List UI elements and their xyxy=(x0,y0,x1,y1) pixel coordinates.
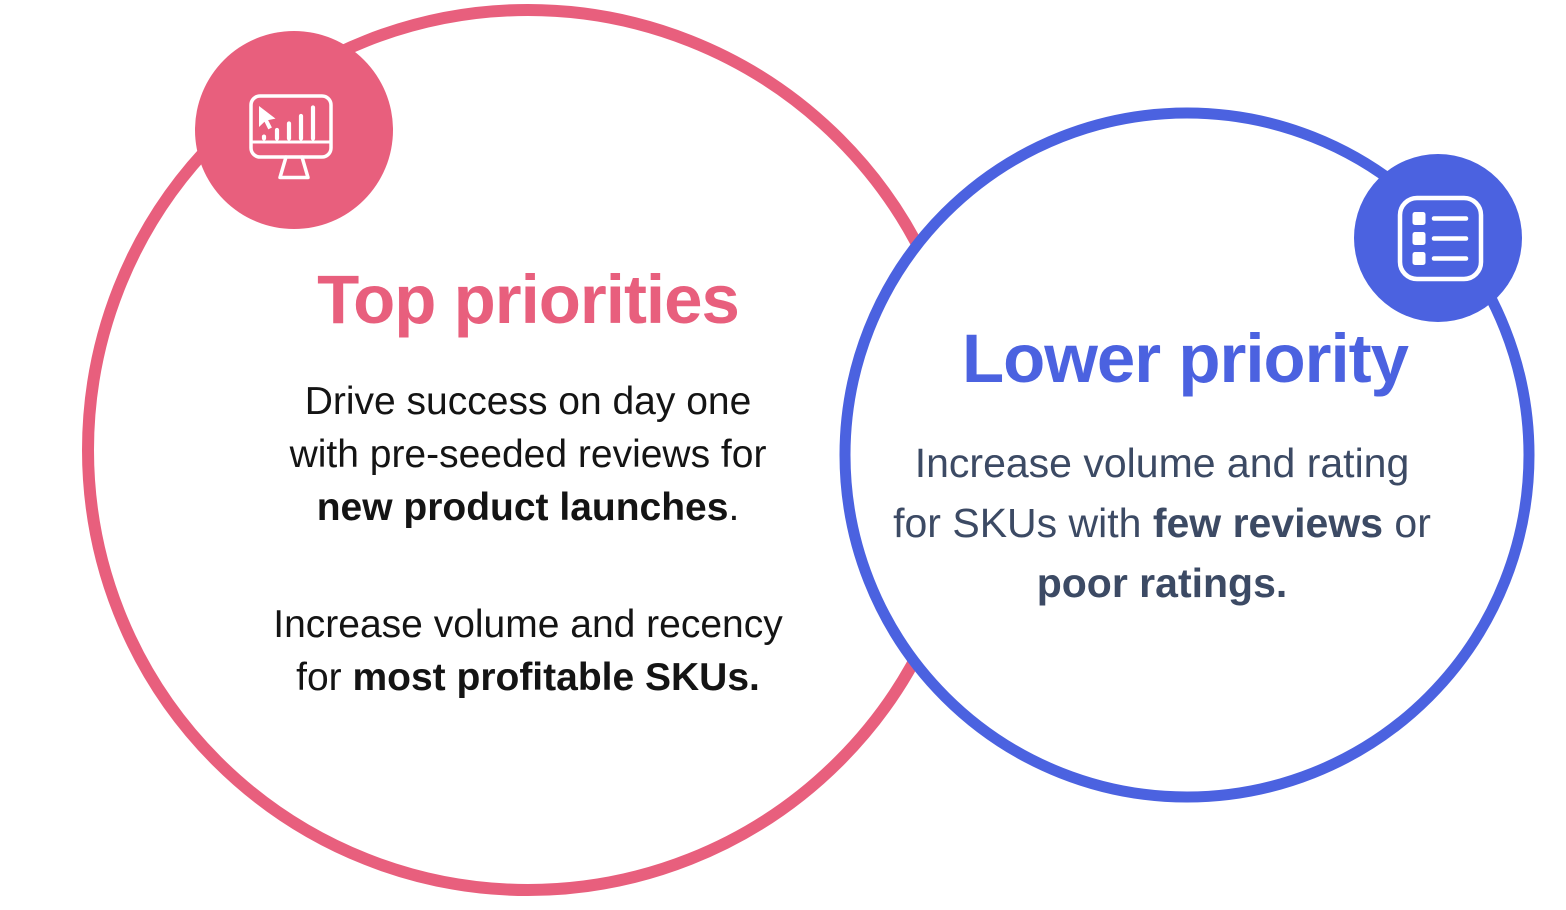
lower-priority-paragraph: Increase volume and rating for SKUs with… xyxy=(877,433,1447,613)
text-suffix: or xyxy=(1383,500,1431,546)
text-prefix: for SKUs with xyxy=(893,500,1153,546)
text-line: Increase volume and recency xyxy=(273,603,783,646)
lower-priority-title: Lower priority xyxy=(961,320,1409,397)
text-line: Increase volume and rating xyxy=(914,440,1410,486)
lower-priority-circle xyxy=(839,107,1535,803)
bold-phrase: poor ratings. xyxy=(1036,560,1288,606)
text-suffix: . xyxy=(728,486,740,529)
bold-phrase: most profitable SKUs. xyxy=(352,656,760,699)
bold-phrase: new product launches xyxy=(316,486,729,529)
lower-priority-badge xyxy=(1354,154,1522,322)
top-priorities-badge xyxy=(195,31,393,229)
top-priorities-paragraph-1: Drive success on day one with pre-seeded… xyxy=(228,375,828,534)
bold-phrase: few reviews xyxy=(1152,500,1384,546)
bulleted-list-icon xyxy=(1397,195,1484,282)
monitor-bar-chart-cursor-icon xyxy=(249,94,333,180)
pink-badge-circle xyxy=(195,31,393,229)
text-prefix: for xyxy=(296,656,353,699)
text-line: Drive success on day one xyxy=(304,380,752,423)
top-priorities-title: Top priorities xyxy=(317,261,740,338)
text-line: with pre-seeded reviews for xyxy=(289,433,767,476)
top-priorities-paragraph-2: Increase volume and recency for most pro… xyxy=(228,598,828,704)
